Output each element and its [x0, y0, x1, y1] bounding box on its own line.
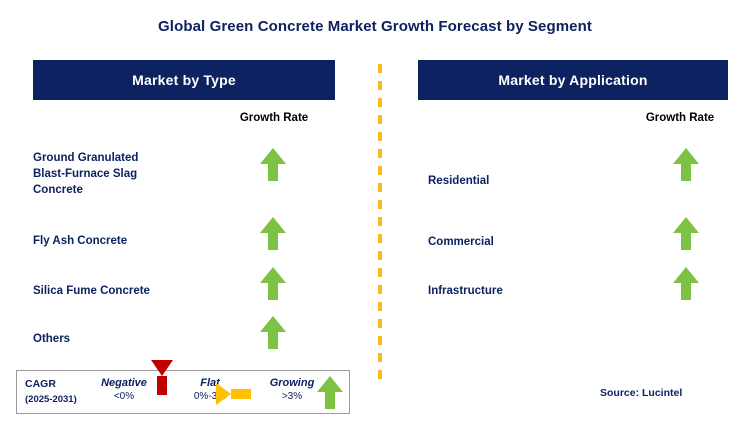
panel-header-market-by-application: Market by Application: [418, 60, 728, 100]
arrow-up-icon: [673, 217, 699, 250]
page-title: Global Green Concrete Market Growth Fore…: [158, 18, 592, 35]
legend-item-flat: Flat 0%-3%: [175, 376, 245, 404]
legend-term-negative: Negative: [101, 377, 147, 389]
legend-metric-period: (2025-2031): [25, 394, 77, 405]
segment-label-infrastructure: Infrastructure: [428, 285, 503, 297]
segment-label-others: Others: [33, 333, 71, 345]
arrow-up-icon: [673, 267, 699, 300]
legend-metric-label: CAGR (2025-2031): [25, 377, 77, 407]
table-row: Others: [33, 331, 233, 347]
segment-label-fly-ash-concrete: Fly Ash Concrete: [33, 235, 128, 247]
legend-item-growing: Growing >3%: [257, 376, 327, 404]
panel-header-market-by-type: Market by Type: [33, 60, 335, 100]
table-row: Infrastructure: [428, 283, 628, 299]
legend-term-growing: Growing: [269, 377, 315, 389]
table-row: Silica Fume Concrete: [33, 283, 243, 299]
table-row: Fly Ash Concrete: [33, 233, 233, 249]
arrow-up-icon: [260, 148, 286, 181]
arrow-up-icon: [260, 217, 286, 250]
trend-cell-others: [260, 316, 286, 349]
legend-value-flat: 0%-3%: [193, 391, 227, 402]
segment-label-residential: Residential: [428, 175, 490, 187]
trend-cell-fly-ash-concrete: [260, 217, 286, 250]
legend-value-growing: >3%: [281, 391, 303, 402]
trend-cell-residential: [673, 148, 699, 181]
table-row: Residential: [428, 173, 628, 189]
source-note: Source: Lucintel: [600, 387, 683, 399]
table-row: Ground Granulated Blast-Furnace Slag Con…: [33, 150, 233, 198]
legend-term-flat: Flat: [200, 377, 220, 389]
arrow-up-icon: [260, 316, 286, 349]
legend-value-negative: <0%: [113, 391, 135, 402]
panel-market-by-type: Market by Type: [33, 60, 335, 100]
legend-item-negative: Negative <0%: [89, 376, 159, 404]
growth-rate-header-left: Growth Rate: [239, 112, 309, 124]
trend-cell-ground-granulated-blast-furnace-slag-concrete: [260, 148, 286, 181]
segment-label-silica-fume-concrete: Silica Fume Concrete: [33, 285, 150, 297]
trend-cell-infrastructure: [673, 267, 699, 300]
legend: CAGR (2025-2031) Negative <0% Flat 0%-3%…: [16, 360, 350, 414]
segment-label-ground-granulated-blast-furnace-slag-concrete: Ground Granulated Blast-Furnace Slag Con…: [33, 152, 139, 196]
growth-rate-header-right: Growth Rate: [645, 112, 715, 124]
segment-label-commercial: Commercial: [428, 236, 494, 248]
panel-divider: [378, 64, 382, 386]
table-row: Commercial: [428, 234, 628, 250]
trend-cell-silica-fume-concrete: [260, 267, 286, 300]
arrow-up-icon: [260, 267, 286, 300]
legend-metric-name: CAGR: [25, 378, 56, 390]
arrow-up-icon: [673, 148, 699, 181]
panel-market-by-application: Market by Application: [418, 60, 728, 100]
trend-cell-commercial: [673, 217, 699, 250]
